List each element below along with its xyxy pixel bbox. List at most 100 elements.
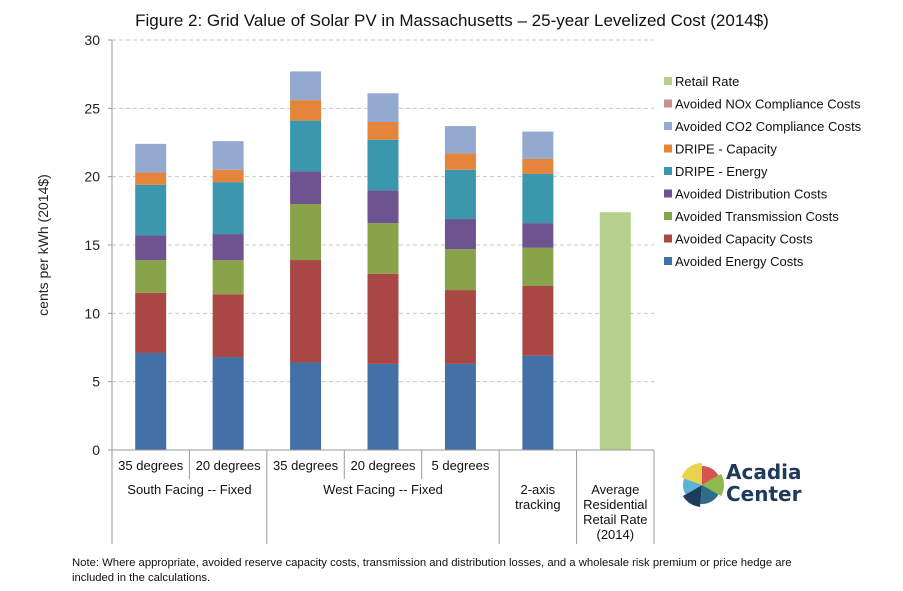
logo-wedge <box>683 478 702 495</box>
logo-line1: Acadia <box>726 460 802 484</box>
bar-segment <box>135 352 167 450</box>
bar-segment <box>444 290 476 364</box>
category-group-label: South Facing -- Fixed <box>127 482 251 497</box>
y-tick-label: 0 <box>92 442 100 458</box>
category-label: 35 degrees <box>273 458 339 473</box>
bar-segment <box>444 153 476 170</box>
legend-item: DRIPE - Energy <box>664 164 768 179</box>
legend-item: Avoided Transmission Costs <box>664 209 839 224</box>
legend-item: DRIPE - Capacity <box>664 142 777 157</box>
bar-segment <box>522 158 554 174</box>
category-label: 20 degrees <box>196 458 262 473</box>
bar-segment <box>367 122 399 140</box>
legend-label: Avoided NOx Compliance Costs <box>675 97 861 112</box>
y-tick-label: 25 <box>84 100 100 116</box>
bar-segment <box>212 260 244 295</box>
legend-swatch <box>664 144 672 153</box>
grid <box>112 39 654 383</box>
y-axis-ticks: 0 5 10 15 20 25 30 <box>84 32 112 458</box>
bar-segment <box>290 362 322 450</box>
legend-label: Avoided Distribution Costs <box>675 187 828 202</box>
footnote: Note: Where appropriate, avoided reserve… <box>72 557 792 584</box>
y-tick-label: 10 <box>84 305 100 321</box>
legend-item: Avoided Capacity Costs <box>664 232 813 247</box>
legend-label: Retail Rate <box>675 74 739 89</box>
legend-item: Retail Rate <box>664 74 739 89</box>
bar-segment <box>212 182 244 235</box>
legend-swatch <box>664 234 672 243</box>
bar-segment <box>444 363 476 450</box>
legend-swatch <box>664 122 672 130</box>
category-group-label: West Facing -- Fixed <box>323 482 443 497</box>
bar-segment <box>367 273 399 364</box>
bar-segment <box>135 184 167 236</box>
bar-segment <box>522 355 554 450</box>
bar-segment <box>444 126 476 154</box>
axes <box>111 40 654 451</box>
bar-segment <box>212 169 244 183</box>
bar-segment <box>135 143 167 173</box>
legend: Retail Rate Avoided NOx Compliance Costs A… <box>664 74 862 269</box>
logo-wedge <box>700 485 719 504</box>
bar-segment <box>367 93 399 122</box>
bar-segment <box>444 169 476 220</box>
bar-segment <box>212 141 244 170</box>
logo-mark-icon <box>681 463 724 507</box>
y-tick-label: 20 <box>84 169 100 185</box>
legend-swatch <box>664 77 672 85</box>
category-label: 20 degrees <box>350 458 416 473</box>
category-label: 5 degrees <box>432 458 490 473</box>
y-axis-label: cents per kWh (2014$) <box>35 174 51 316</box>
bar-segment <box>599 212 631 450</box>
legend-swatch <box>664 99 672 108</box>
bar-segment <box>522 131 554 159</box>
y-tick-label: 5 <box>92 374 100 390</box>
category-labels: 35 degrees 20 degrees South Facing -- Fixe… <box>111 450 655 544</box>
legend-label: Avoided Capacity Costs <box>675 232 813 247</box>
legend-label: DRIPE - Energy <box>675 164 768 179</box>
legend-item: Avoided Energy Costs <box>664 254 804 269</box>
logo-wedge <box>681 463 702 485</box>
bar-segment <box>444 249 476 291</box>
bar-segment <box>290 204 322 261</box>
bar-segment <box>290 120 322 172</box>
bar-segment <box>135 292 167 353</box>
bar-segment <box>290 171 322 204</box>
bars <box>135 71 631 450</box>
bar-segment <box>522 223 554 248</box>
bar-segment <box>212 357 244 450</box>
category-label: 35 degrees <box>118 458 184 473</box>
legend-swatch <box>664 189 672 198</box>
logo-wedge <box>682 485 702 507</box>
acadia-center-logo: Acadia Center <box>681 460 802 507</box>
logo-wedge <box>702 466 719 485</box>
bar-segment <box>212 294 244 358</box>
legend-label: Avoided CO2 Compliance Costs <box>675 119 862 134</box>
legend-swatch <box>664 167 672 175</box>
bar-segment <box>290 100 322 121</box>
bar-segment <box>212 234 244 261</box>
legend-item: Avoided Distribution Costs <box>664 187 828 202</box>
bar-segment <box>367 363 399 450</box>
bar-segment <box>367 223 399 274</box>
bar-segment <box>135 260 167 293</box>
bar-segment <box>290 71 322 101</box>
bar-segment <box>522 286 554 356</box>
legend-item: Avoided NOx Compliance Costs <box>664 97 861 112</box>
category-label: Average Residential Retail Rate (2014) <box>583 482 647 542</box>
logo-wedge <box>702 474 724 496</box>
legend-label: Avoided Energy Costs <box>675 254 804 269</box>
bar-segment <box>367 139 399 191</box>
bar-segment <box>290 260 322 363</box>
category-label: 2-axis tracking <box>515 482 561 512</box>
bar-segment <box>522 247 554 286</box>
y-tick-label: 30 <box>84 32 100 48</box>
legend-swatch <box>664 257 672 265</box>
logo-line2: Center <box>726 482 802 506</box>
legend-swatch <box>664 212 672 220</box>
legend-item: Avoided CO2 Compliance Costs <box>664 119 862 134</box>
bar-segment <box>522 173 554 224</box>
y-tick-label: 15 <box>84 237 100 253</box>
bar-segment <box>367 190 399 224</box>
